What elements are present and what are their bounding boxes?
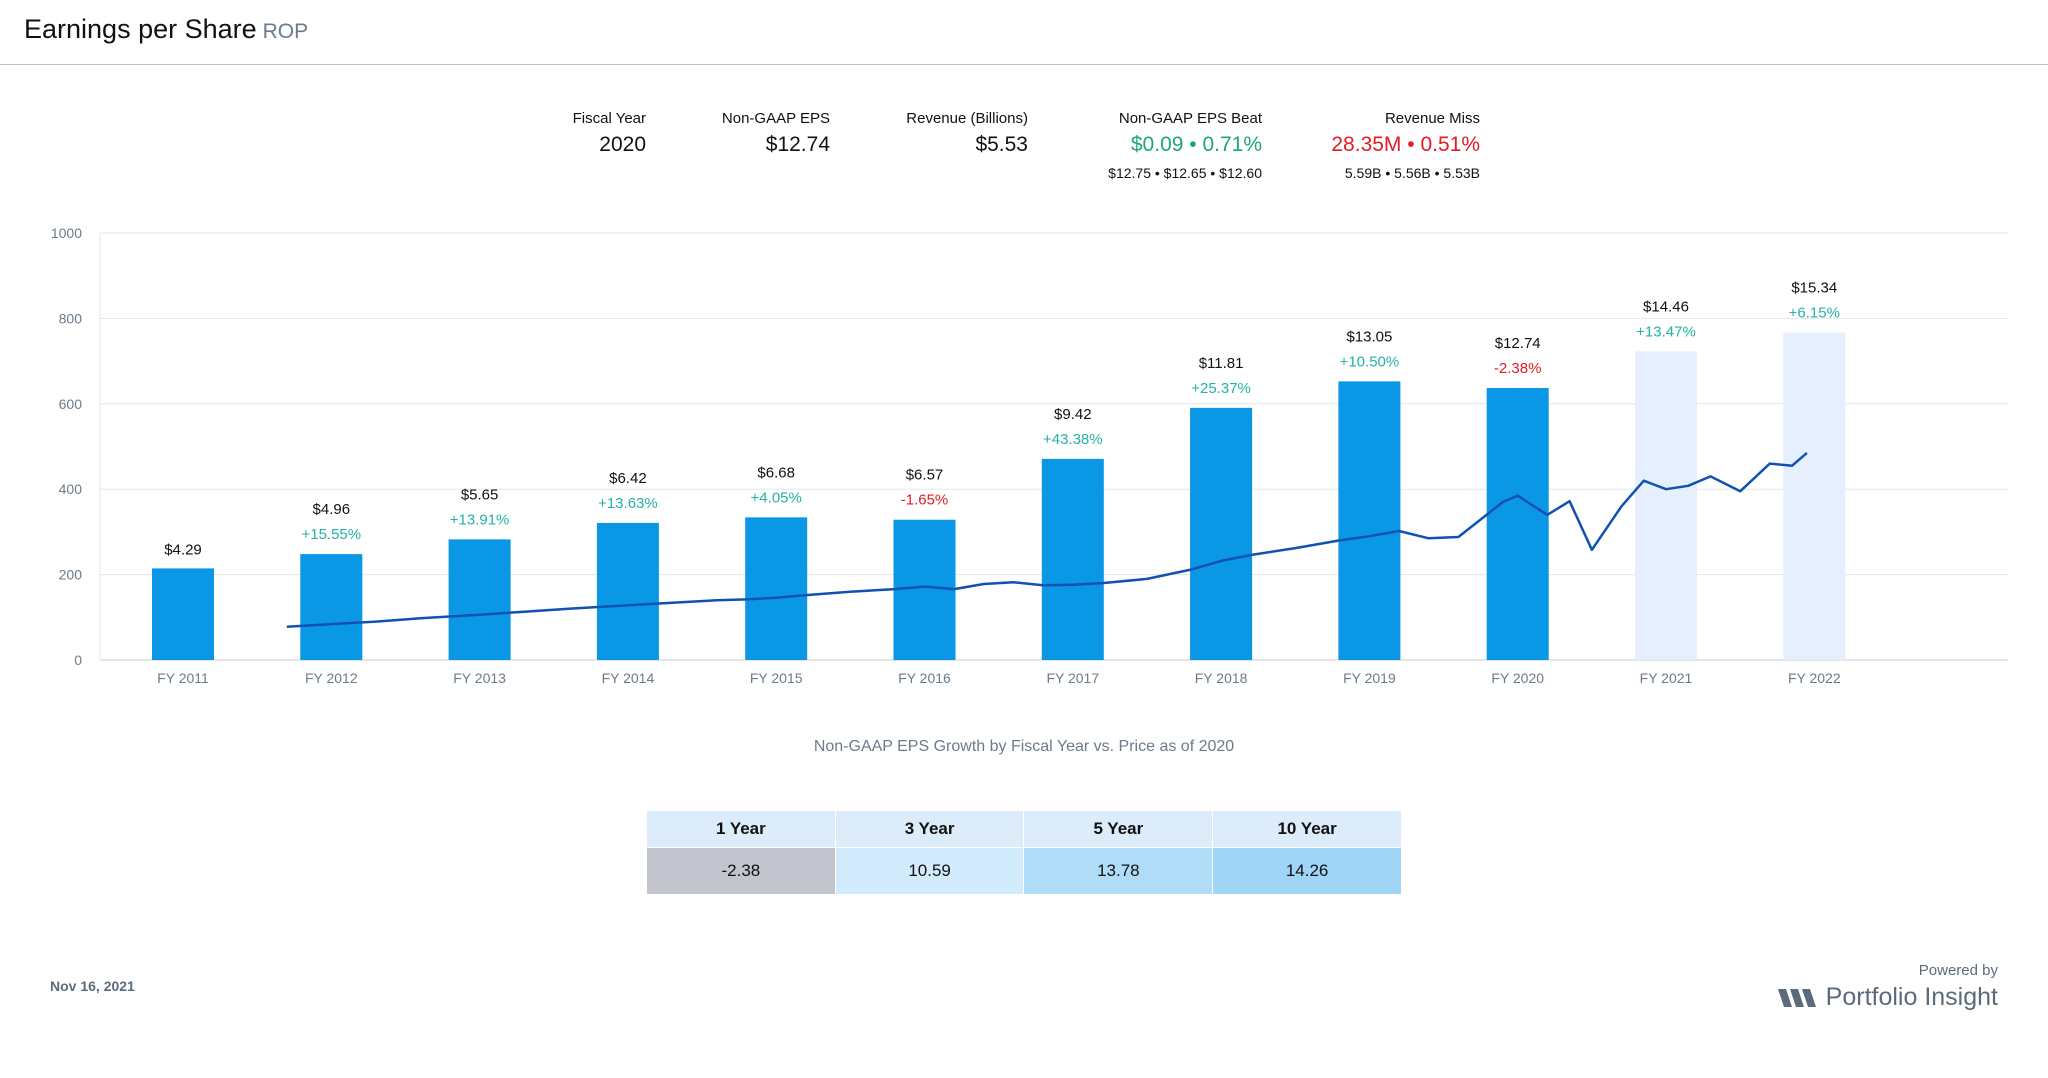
growth-header-cell: 10 Year: [1212, 810, 1402, 848]
x-tick-label: FY 2015: [750, 670, 803, 686]
growth-table: 1 Year 3 Year 5 Year 10 Year -2.38 10.59…: [646, 810, 1402, 895]
eps-value-label: $6.57: [906, 467, 944, 484]
eps-value-label: $5.65: [461, 486, 499, 503]
stat-value: $12.74: [765, 133, 830, 156]
eps-value-label: $6.42: [609, 470, 647, 487]
x-tick-label: FY 2018: [1195, 670, 1248, 686]
y-tick-label: 0: [74, 652, 82, 668]
y-tick-label: 1000: [51, 225, 82, 241]
x-tick-label: FY 2014: [602, 670, 655, 686]
portfolio-insight-logo-icon: [1777, 988, 1816, 1007]
eps-bar: [1783, 332, 1846, 660]
y-tick-label: 800: [59, 310, 83, 326]
x-tick-label: FY 2020: [1491, 670, 1544, 686]
report-date: Nov 16, 2021: [50, 978, 135, 994]
eps-bar: [1041, 458, 1104, 660]
y-tick-label: 200: [59, 567, 83, 583]
eps-value-label: $14.46: [1643, 298, 1689, 315]
eps-value-label: $15.34: [1791, 279, 1837, 296]
eps-value-label: $13.05: [1346, 328, 1392, 345]
eps-value-label: $6.68: [757, 464, 795, 481]
chart-caption: Non-GAAP EPS Growth by Fiscal Year vs. P…: [813, 738, 1235, 755]
eps-value-label: $12.74: [1495, 335, 1541, 352]
stat-label: Non-GAAP EPS Beat: [1118, 110, 1262, 127]
x-tick-label: FY 2021: [1640, 670, 1693, 686]
price-line: [286, 451, 1808, 628]
growth-header-cell: 5 Year: [1023, 810, 1214, 848]
growth-label: +10.50%: [1340, 353, 1400, 370]
growth-value-row: -2.38 10.59 13.78 14.26: [646, 847, 1402, 895]
growth-header-cell: 3 Year: [834, 810, 1025, 848]
x-tick-label: FY 2016: [898, 670, 951, 686]
stat-label: Non-GAAP EPS: [721, 110, 830, 127]
stat-value: 28.35M • 0.51%: [1331, 133, 1480, 156]
growth-header-row: 1 Year 3 Year 5 Year 10 Year: [646, 810, 1402, 848]
stat-value: $5.53: [975, 133, 1028, 156]
eps-value-label: $9.42: [1054, 406, 1092, 423]
growth-label: +13.91%: [450, 511, 510, 528]
x-tick-label: FY 2022: [1788, 670, 1841, 686]
title-text: Earnings per Share: [24, 14, 257, 44]
stat-value: 2020: [599, 133, 646, 156]
page-title: Earnings per Share ROP: [24, 14, 308, 45]
ticker-symbol: ROP: [262, 20, 309, 43]
stat-fiscal-year: Fiscal Year 2020: [573, 110, 646, 157]
growth-label: +43.38%: [1043, 431, 1103, 448]
growth-value-cell: 13.78: [1023, 847, 1214, 895]
growth-header-cell: 1 Year: [646, 810, 836, 848]
growth-value-cell: 10.59: [834, 847, 1025, 895]
stat-revenue-miss: Revenue Miss 28.35M • 0.51% 5.59B • 5.56…: [1331, 110, 1480, 181]
stat-label: Revenue (Billions): [906, 110, 1028, 127]
stat-eps: Non-GAAP EPS $12.74: [722, 110, 830, 157]
powered-by-text: Powered by: [1918, 962, 1998, 979]
eps-bar: [300, 554, 363, 660]
eps-bar: [448, 539, 511, 660]
y-tick-label: 600: [59, 396, 83, 412]
eps-bar: [893, 519, 956, 660]
stat-label: Revenue Miss: [1384, 110, 1480, 127]
growth-label: +6.15%: [1789, 304, 1840, 321]
x-tick-label: FY 2019: [1343, 670, 1396, 686]
x-tick-label: FY 2013: [453, 670, 506, 686]
growth-value-cell: 14.26: [1212, 847, 1402, 895]
growth-value-cell: -2.38: [646, 847, 836, 895]
eps-value-label: $4.96: [313, 501, 351, 518]
stat-eps-beat: Non-GAAP EPS Beat $0.09 • 0.71% $12.75 •…: [1108, 110, 1262, 181]
brand-name: Portfolio Insight: [1825, 983, 1998, 1011]
x-tick-label: FY 2017: [1046, 670, 1099, 686]
growth-label: +25.37%: [1191, 380, 1251, 397]
growth-label: +15.55%: [301, 526, 361, 543]
stat-sub: $12.75 • $12.65 • $12.60: [1108, 165, 1262, 181]
y-tick-label: 400: [59, 481, 83, 497]
eps-bar: [152, 568, 214, 660]
growth-label: +13.47%: [1636, 323, 1696, 340]
eps-value-label: $11.81: [1199, 355, 1244, 372]
eps-bar: [745, 517, 808, 660]
eps-bar: [1486, 388, 1549, 660]
eps-bar: [596, 522, 659, 660]
stat-value: $0.09 • 0.71%: [1130, 133, 1262, 156]
powered-by: Powered by Portfolio Insight: [1777, 962, 1998, 1012]
growth-label: -2.38%: [1494, 360, 1542, 377]
stat-revenue: Revenue (Billions) $5.53: [906, 110, 1028, 157]
stat-label: Fiscal Year: [572, 110, 646, 127]
x-tick-label: FY 2012: [305, 670, 358, 686]
eps-bar: [1338, 381, 1401, 660]
eps-bar: [1190, 407, 1253, 660]
eps-bar: [1635, 351, 1697, 660]
eps-chart: 0 200 400 600 800 1000 $4.29 FY 2011 $4.96 +15.55…: [51, 225, 2008, 686]
header-bar: Earnings per Share ROP: [0, 0, 2048, 65]
growth-label: +13.63%: [598, 495, 658, 512]
growth-label: -1.65%: [901, 492, 949, 509]
growth-label: +4.05%: [751, 489, 802, 506]
x-tick-label: FY 2011: [157, 670, 209, 686]
stat-sub: 5.59B • 5.56B • 5.53B: [1344, 165, 1480, 181]
eps-value-label: $4.29: [164, 541, 202, 558]
brand[interactable]: Portfolio Insight: [1777, 983, 1998, 1012]
